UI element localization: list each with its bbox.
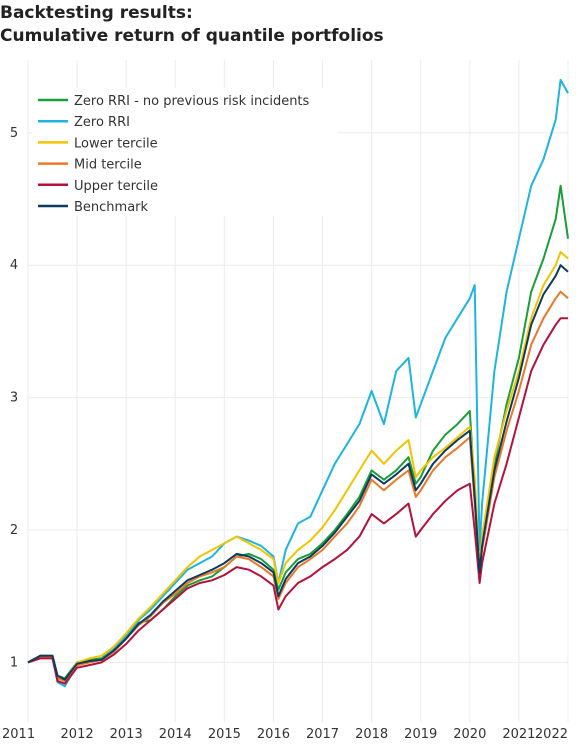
- chart-title-line2: Cumulative return of quantile portfolios: [0, 26, 384, 46]
- legend-item-label: Upper tercile: [74, 179, 158, 194]
- x-tick-label: 2015: [208, 727, 241, 742]
- y-tick-label: 3: [10, 391, 18, 406]
- series-line-0: [27, 184, 569, 680]
- y-tick-label: 1: [10, 655, 18, 670]
- legend-item-label: Benchmark: [74, 200, 149, 215]
- series-line-4: [27, 317, 568, 685]
- legend-item-label: Mid tercile: [74, 158, 142, 173]
- chart-title-line1: Backtesting results:: [0, 3, 193, 23]
- series-line-5: [27, 264, 569, 681]
- legend: Zero RRI - no previous risk incidents Zer…: [32, 88, 337, 216]
- x-axis-ticks: 2011 2012 2013 2014 2015 2016 2017 2018 2019 2020…: [2, 727, 568, 742]
- x-tick-label: 2014: [159, 727, 192, 742]
- legend-item-label: Zero RRI: [74, 115, 130, 130]
- x-tick-label: 2017: [306, 727, 339, 742]
- x-tick-label: 2018: [355, 727, 388, 742]
- x-tick-label: 2019: [404, 727, 437, 742]
- legend-background: [32, 88, 337, 216]
- x-tick-label: 2020: [453, 727, 486, 742]
- x-tick-label: 2013: [110, 727, 143, 742]
- x-tick-label: 2022: [535, 727, 568, 742]
- series-lines: [27, 78, 569, 688]
- x-tick-label: 2011: [2, 727, 35, 742]
- y-tick-label: 4: [10, 258, 18, 273]
- legend-item-label: Lower tercile: [74, 136, 158, 151]
- legend-item-label: Zero RRI - no previous risk incidents: [74, 94, 310, 109]
- x-tick-label: 2021: [502, 727, 535, 742]
- x-tick-label: 2012: [61, 727, 94, 742]
- series-line-3: [27, 290, 569, 682]
- x-tick-label: 2016: [257, 727, 290, 742]
- y-tick-label: 5: [10, 126, 18, 141]
- series-line-1: [27, 78, 569, 688]
- y-tick-label: 2: [10, 523, 18, 538]
- y-axis-ticks: 1 2 3 4 5: [10, 126, 18, 671]
- series-line-2: [27, 251, 569, 682]
- chart-title: Backtesting results: Cumulative return o…: [0, 2, 384, 48]
